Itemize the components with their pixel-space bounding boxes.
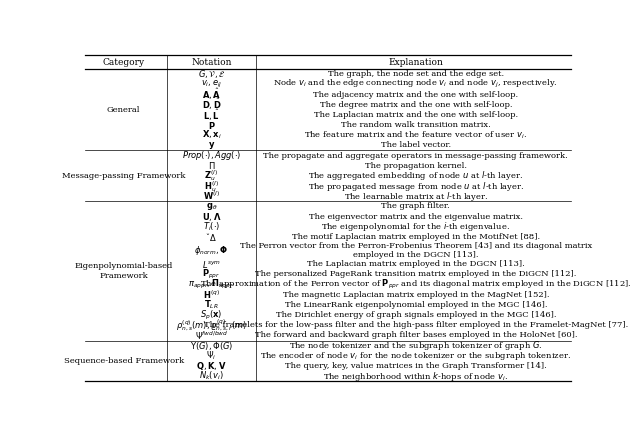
Text: The framelets for the low-pass filter and the high-pass filter employed in the F: The framelets for the low-pass filter an… <box>204 321 628 329</box>
Text: $\mathbf{Q}, \mathbf{K}, \mathbf{V}$: $\mathbf{Q}, \mathbf{K}, \mathbf{V}$ <box>196 360 227 372</box>
Text: $\Pi$: $\Pi$ <box>208 160 215 171</box>
Text: $\check{\Delta}$: $\check{\Delta}$ <box>206 231 217 243</box>
Text: $\mathbf{X}, \mathbf{x}_i$: $\mathbf{X}, \mathbf{x}_i$ <box>202 129 221 141</box>
Text: The eigenvector matrix and the eigenvalue matrix.: The eigenvector matrix and the eigenvalu… <box>308 213 523 220</box>
Text: The Laplacian matrix and the one with self-loop.: The Laplacian matrix and the one with se… <box>314 111 518 119</box>
Text: The personalized PageRank transition matrix employed in the DiGCN [112].: The personalized PageRank transition mat… <box>255 270 577 279</box>
Text: The feature matrix and the feature vector of user $v_i$.: The feature matrix and the feature vecto… <box>305 129 527 141</box>
Text: Explanation: Explanation <box>388 58 444 67</box>
Text: Node $v_i$ and the edge connecting node $v_i$ and node $v_j$, respectively.: Node $v_i$ and the edge connecting node … <box>273 78 558 90</box>
Text: The approximation of the Perron vector of $\mathbf{P}_{ppr}$ and its diagonal ma: The approximation of the Perron vector o… <box>200 278 632 291</box>
Text: The propagate and aggregate operators in message-passing framework.: The propagate and aggregate operators in… <box>264 151 568 160</box>
Text: $T_i(\cdot)$: $T_i(\cdot)$ <box>203 220 220 233</box>
Text: The node tokenizer and the subgraph tokenizer of graph $G$.: The node tokenizer and the subgraph toke… <box>289 339 543 352</box>
Text: The motif Laplacian matrix employed in the MotifNet [88].: The motif Laplacian matrix employed in t… <box>292 233 540 241</box>
Text: $\mathbf{P}_{ppr}$: $\mathbf{P}_{ppr}$ <box>202 268 221 281</box>
Text: $Prop(\cdot), Agg(\cdot)$: $Prop(\cdot), Agg(\cdot)$ <box>182 149 241 162</box>
Text: $\mathbf{Z}_u^{(l)}$: $\mathbf{Z}_u^{(l)}$ <box>205 168 218 183</box>
Text: The Dirichlet energy of graph signals employed in the MGC [146].: The Dirichlet energy of graph signals em… <box>276 311 556 319</box>
Text: The degree matrix and the one with self-loop.: The degree matrix and the one with self-… <box>319 101 512 108</box>
Text: The forward and backward graph filter bases employed in the HoloNet [60].: The forward and backward graph filter ba… <box>255 332 577 339</box>
Text: The Perron vector from the Perron-Frobenius Theorem [43] and its diagonal matrix: The Perron vector from the Perron-Froben… <box>239 242 592 259</box>
Text: $\mathbf{A}, \hat{\mathbf{A}}$: $\mathbf{A}, \hat{\mathbf{A}}$ <box>202 87 221 102</box>
Text: $\mathbf{H}_u^{(l)}$: $\mathbf{H}_u^{(l)}$ <box>204 179 219 194</box>
Text: $\mathbf{g}_\theta$: $\mathbf{g}_\theta$ <box>205 201 217 212</box>
Text: $\mathbf{P}$: $\mathbf{P}$ <box>207 119 215 131</box>
Text: The label vector.: The label vector. <box>381 141 451 149</box>
Text: General: General <box>107 106 140 114</box>
Text: The graph, the node set and the edge set.: The graph, the node set and the edge set… <box>328 70 504 78</box>
Text: The aggregated embedding of node $u$ at $l$-th layer.: The aggregated embedding of node $u$ at … <box>308 169 524 182</box>
Text: The eigenpolynomial for the $i$-th eigenvalue.: The eigenpolynomial for the $i$-th eigen… <box>321 220 510 233</box>
Text: $\Psi^{fwd/bwd}$: $\Psi^{fwd/bwd}$ <box>195 329 228 342</box>
Text: $\pi_{appr}, \mathbf{\Pi}_{appr}$: $\pi_{appr}, \mathbf{\Pi}_{appr}$ <box>189 278 234 291</box>
Text: The query, key, value matrices in the Graph Transformer [14].: The query, key, value matrices in the Gr… <box>285 362 547 370</box>
Text: $\phi_{norm}, \mathbf{\Phi}$: $\phi_{norm}, \mathbf{\Phi}$ <box>195 244 228 257</box>
Text: The neighborhood within $k$-hops of node $v_i$.: The neighborhood within $k$-hops of node… <box>323 370 508 383</box>
Text: The learnable matrix at $l$-th layer.: The learnable matrix at $l$-th layer. <box>344 190 488 203</box>
Text: The magnetic Laplacian matrix employed in the MagNet [152].: The magnetic Laplacian matrix employed i… <box>282 291 549 299</box>
Text: $\mathbf{U}, \mathbf{\Lambda}$: $\mathbf{U}, \mathbf{\Lambda}$ <box>202 210 221 223</box>
Text: Message-passing Framework: Message-passing Framework <box>62 172 186 180</box>
Text: The LinearRank eigenpolynomial employed in the MGC [146].: The LinearRank eigenpolynomial employed … <box>285 301 547 309</box>
Text: $\mathbf{D}, \hat{\mathbf{D}}$: $\mathbf{D}, \hat{\mathbf{D}}$ <box>202 97 221 112</box>
Text: $\mathbf{L}, \hat{\mathbf{L}}$: $\mathbf{L}, \hat{\mathbf{L}}$ <box>203 107 220 123</box>
Text: $\Psi_i$: $\Psi_i$ <box>206 349 216 362</box>
Text: Category: Category <box>102 58 145 67</box>
Text: The encoder of node $v_i$ for the node tokenizer or the subgraph tokenizer.: The encoder of node $v_i$ for the node t… <box>260 350 572 362</box>
Text: $\mathbf{H}^{(q)}$: $\mathbf{H}^{(q)}$ <box>203 289 220 301</box>
Text: $\mathbf{W}^{(l)}$: $\mathbf{W}^{(l)}$ <box>203 190 220 202</box>
Text: The random walk transition matrix.: The random walk transition matrix. <box>341 121 491 129</box>
Text: The propagated message from node $u$ at $l$-th layer.: The propagated message from node $u$ at … <box>308 180 524 193</box>
Text: $\Upsilon(G), \Phi(G)$: $\Upsilon(G), \Phi(G)$ <box>189 340 233 352</box>
Text: $S_p(\mathbf{x})$: $S_p(\mathbf{x})$ <box>200 309 223 322</box>
Text: Eigenpolynomial-based
Framework: Eigenpolynomial-based Framework <box>74 262 173 279</box>
Text: $L^{sym}$: $L^{sym}$ <box>202 259 221 270</box>
Text: The graph filter.: The graph filter. <box>381 202 450 210</box>
Text: Notation: Notation <box>191 58 232 67</box>
Text: $\mathbf{T}_{LR}$: $\mathbf{T}_{LR}$ <box>204 299 219 311</box>
Text: The adjacency matrix and the one with self-loop.: The adjacency matrix and the one with se… <box>313 91 518 99</box>
Text: $\mathbf{y}$: $\mathbf{y}$ <box>208 140 215 151</box>
Text: $\rho_{n,s}^{(q)}(m), \varrho_{n,s,r}^{(q)}(m)$: $\rho_{n,s}^{(q)}(m), \varrho_{n,s,r}^{(… <box>176 318 247 333</box>
Text: The Laplacian matrix employed in the DGCN [113].: The Laplacian matrix employed in the DGC… <box>307 260 525 268</box>
Text: The propagation kernel.: The propagation kernel. <box>365 162 467 170</box>
Text: $G, \mathcal{V}, \mathcal{E}$: $G, \mathcal{V}, \mathcal{E}$ <box>198 68 225 80</box>
Text: Sequence-based Framework: Sequence-based Framework <box>63 357 184 365</box>
Text: $N_k(v_i)$: $N_k(v_i)$ <box>199 370 224 382</box>
Text: $v_i, e_{ij}$: $v_i, e_{ij}$ <box>201 79 222 90</box>
